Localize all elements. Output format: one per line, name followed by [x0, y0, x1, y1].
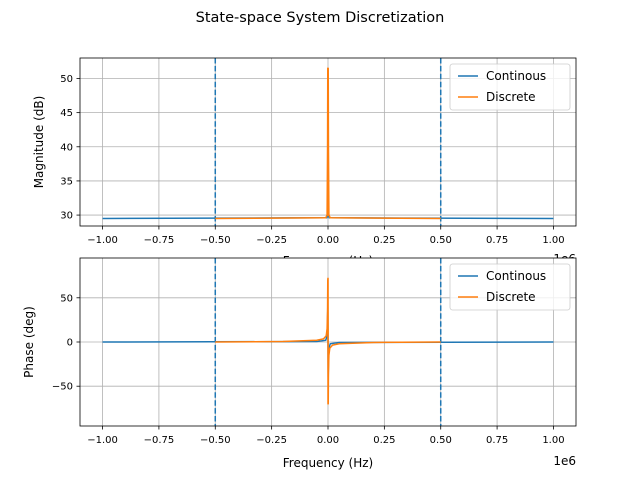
- phase-y-tick-label: 50: [60, 293, 73, 304]
- magnitude-y-tick-label: 30: [60, 211, 73, 222]
- phase-y-tick-label: 0: [67, 338, 73, 349]
- magnitude-x-tick-label: 0.25: [373, 235, 395, 246]
- phase-series-discrete: [215, 277, 441, 405]
- magnitude-boundary-lines: [214, 58, 442, 226]
- phase-x-tick-label: 0.75: [486, 435, 508, 446]
- phase-legend-label: Continous: [486, 269, 546, 283]
- phase-x-tick-label: 0.25: [373, 435, 395, 446]
- phase-legend-label: Discrete: [486, 290, 536, 304]
- magnitude-series-discrete: [215, 67, 441, 220]
- magnitude-legend: Continous Discrete: [449, 63, 571, 111]
- magnitude-x-tick-label: 0.50: [430, 235, 452, 246]
- magnitude-plot: −1.00 −0.75 −0.50 −0.25 0.00 0.25 0.50 0.75 1.00…: [32, 57, 577, 268]
- magnitude-y-ticks: 30 35 40 45 50: [60, 74, 80, 222]
- phase-series: [102, 277, 554, 405]
- phase-x-tick-label: −0.75: [144, 435, 175, 446]
- phase-legend: Continous Discrete: [449, 263, 571, 311]
- figure-title: State-space System Discretization: [196, 10, 445, 26]
- magnitude-x-tick-label: −0.50: [200, 235, 231, 246]
- magnitude-y-tick-label: 35: [60, 176, 73, 187]
- phase-x-tick-label: −1.00: [87, 435, 118, 446]
- phase-y-axis-label: Phase (deg): [22, 306, 36, 378]
- magnitude-x-tick-label: −0.25: [256, 235, 287, 246]
- phase-legend-box: [449, 263, 571, 311]
- magnitude-legend-box: [449, 63, 571, 111]
- phase-x-tick-label: 1.00: [542, 435, 564, 446]
- magnitude-series: [102, 67, 554, 220]
- phase-x-tick-label: 0.00: [317, 435, 339, 446]
- phase-plot: −1.00 −0.75 −0.50 −0.25 0.00 0.25 0.50 0.75 1.00…: [22, 257, 577, 470]
- magnitude-x-ticks: −1.00 −0.75 −0.50 −0.25 0.00 0.25 0.50 0.75 1.00: [87, 226, 565, 246]
- magnitude-x-tick-label: −0.75: [144, 235, 175, 246]
- magnitude-x-tick-label: 0.75: [486, 235, 508, 246]
- magnitude-x-tick-label: −1.00: [87, 235, 118, 246]
- phase-y-tick-label: −50: [52, 382, 73, 393]
- phase-x-tick-label: −0.25: [256, 435, 287, 446]
- phase-x-axis-label: Frequency (Hz): [283, 456, 374, 470]
- magnitude-y-axis-label: Magnitude (dB): [32, 96, 46, 189]
- phase-x-tick-label: 0.50: [430, 435, 452, 446]
- magnitude-legend-label: Continous: [486, 69, 546, 83]
- magnitude-y-tick-label: 40: [60, 142, 73, 153]
- magnitude-x-tick-label: 1.00: [542, 235, 564, 246]
- magnitude-y-tick-label: 50: [60, 74, 73, 85]
- magnitude-legend-label: Discrete: [486, 90, 536, 104]
- phase-x-ticks: −1.00 −0.75 −0.50 −0.25 0.00 0.25 0.50 0.75 1.00: [87, 426, 565, 446]
- phase-y-ticks: −50 0 50: [52, 293, 80, 393]
- magnitude-x-tick-label: 0.00: [317, 235, 339, 246]
- phase-x-offset-label: 1e6: [553, 454, 576, 468]
- phase-x-tick-label: −0.50: [200, 435, 231, 446]
- magnitude-y-tick-label: 45: [60, 108, 73, 119]
